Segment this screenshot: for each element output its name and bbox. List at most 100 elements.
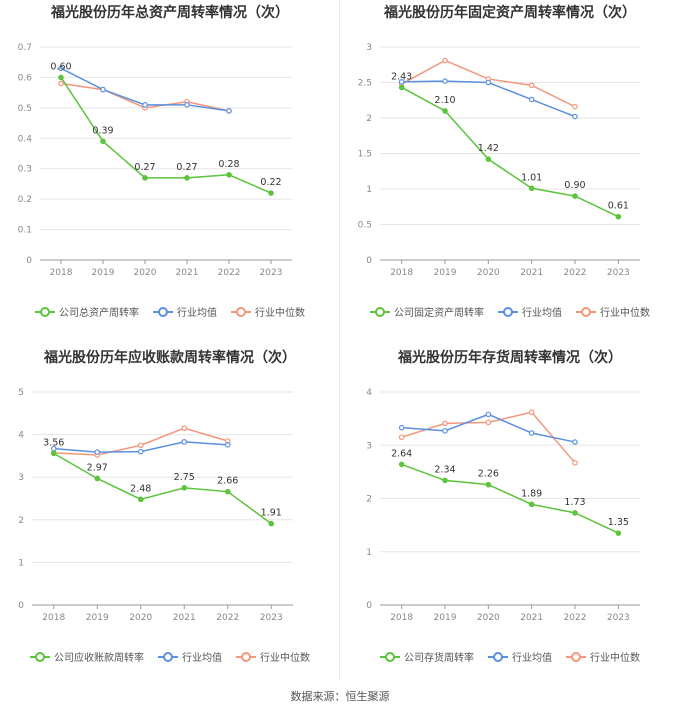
- chart-total-asset-turnover: 福光股份历年总资产周转率情况（次） 0 0.1 0.2 0.3 0.4 0.5 0.6 0.7…: [0, 0, 340, 345]
- data-point-industry_median: [528, 82, 535, 89]
- chart-legend: 公司应收账款周转率 行业均值 行业中位数: [0, 649, 340, 664]
- y-tick-label: 0.5: [358, 221, 372, 231]
- legend-swatch-company: [35, 306, 55, 317]
- y-tick-label: 3: [366, 441, 372, 451]
- x-tick-label: 2023: [607, 613, 630, 623]
- data-label: 1.91: [261, 508, 282, 519]
- y-tick-label: 4: [366, 388, 372, 398]
- chart-legend: 公司总资产周转率 行业均值 行业中位数: [0, 304, 340, 319]
- chart-fixed-asset-turnover: 福光股份历年固定资产周转率情况（次） 0 0.5 1 1.5 2 2.5 3 2018 2019…: [340, 0, 680, 345]
- legend-swatch-company: [380, 651, 400, 662]
- x-tick-label: 2018: [390, 613, 413, 623]
- x-tick-label: 2020: [477, 613, 500, 623]
- legend-item-company[interactable]: 公司固定资产周转率: [370, 304, 484, 319]
- data-label: 2.66: [217, 476, 238, 487]
- x-tick-label: 2022: [216, 613, 239, 623]
- legend-item-industry-median[interactable]: 行业中位数: [576, 304, 650, 319]
- x-tick-label: 2019: [92, 268, 115, 278]
- legend-item-industry-median[interactable]: 行业中位数: [236, 649, 310, 664]
- data-point-industry_avg: [142, 102, 148, 108]
- legend-label: 公司总资产周转率: [59, 308, 139, 319]
- legend-item-industry-avg[interactable]: 行业均值: [498, 304, 562, 319]
- x-tick-label: 2021: [176, 268, 199, 278]
- data-point-company: [398, 84, 405, 91]
- data-label: 2.75: [174, 472, 195, 483]
- y-tick-label: 4: [18, 431, 24, 441]
- x-tick-label: 2021: [520, 613, 543, 623]
- data-point-industry_avg: [58, 65, 64, 72]
- y-tick-label: 0: [366, 601, 372, 611]
- y-tick-label: 0.4: [18, 134, 33, 144]
- data-point-industry_avg: [572, 439, 578, 445]
- data-label: 0.39: [92, 125, 113, 136]
- x-tick-label: 2019: [434, 613, 457, 623]
- data-point-company: [226, 172, 232, 178]
- legend-item-industry-median[interactable]: 行业中位数: [231, 304, 305, 319]
- chart-legend: 公司固定资产周转率 行业均值 行业中位数: [340, 304, 680, 319]
- legend-label: 公司固定资产周转率: [394, 308, 484, 319]
- data-source-footer: 数据来源：恒生聚源: [290, 690, 390, 703]
- y-tick-label: 3: [18, 473, 24, 483]
- legend-label: 行业均值: [182, 653, 222, 664]
- legend-item-company[interactable]: 公司存货周转率: [380, 649, 474, 664]
- x-tick-label: 2020: [134, 268, 157, 278]
- y-tick-label: 0: [366, 256, 372, 266]
- data-point-company: [137, 496, 144, 503]
- data-label: 0.60: [50, 61, 71, 72]
- data-point-company: [100, 138, 106, 145]
- x-tick-label: 2022: [564, 268, 587, 278]
- legend-item-industry-avg[interactable]: 行业均值: [488, 649, 552, 664]
- data-point-industry_avg: [100, 86, 106, 93]
- data-label: 0.61: [608, 201, 629, 212]
- data-point-industry_avg: [572, 113, 578, 120]
- data-point-industry_median: [485, 419, 492, 426]
- x-tick-label: 2020: [477, 268, 500, 278]
- data-label: 1.35: [608, 517, 629, 528]
- y-tick-label: 1: [18, 558, 24, 568]
- x-tick-label: 2023: [607, 268, 630, 278]
- data-label: 0.27: [176, 162, 197, 173]
- legend-item-industry-avg[interactable]: 行业均值: [158, 649, 222, 664]
- data-point-industry_avg: [184, 102, 190, 108]
- legend-label: 行业均值: [522, 308, 562, 319]
- data-label: 2.97: [87, 462, 108, 473]
- data-label: 0.28: [218, 159, 239, 170]
- legend-label: 行业均值: [512, 653, 552, 664]
- legend-swatch-industry-avg: [488, 651, 508, 662]
- data-label: 0.27: [134, 162, 155, 173]
- data-point-company: [50, 450, 57, 457]
- y-tick-label: 0.1: [18, 226, 32, 236]
- data-point-company: [442, 108, 448, 114]
- data-point-company: [572, 193, 578, 199]
- data-point-company: [268, 520, 275, 527]
- data-point-industry_median: [442, 57, 448, 64]
- x-tick-label: 2021: [520, 268, 543, 278]
- y-tick-label: 2: [366, 495, 372, 505]
- y-tick-label: 3: [366, 43, 372, 53]
- data-label: 3.56: [43, 437, 64, 448]
- y-tick-label: 0.7: [18, 43, 32, 53]
- data-point-industry_avg: [442, 428, 448, 434]
- chart-legend: 公司存货周转率 行业均值 行业中位数: [340, 649, 680, 664]
- data-point-industry_median: [137, 442, 144, 449]
- data-point-industry_avg: [442, 78, 448, 84]
- data-point-industry_avg: [485, 411, 492, 418]
- legend-item-company[interactable]: 公司总资产周转率: [35, 304, 139, 319]
- data-point-industry_avg: [485, 79, 492, 86]
- data-point-industry_avg: [181, 439, 188, 445]
- y-tick-label: 0.2: [18, 195, 32, 205]
- y-tick-label: 0: [26, 256, 32, 266]
- data-label: 2.26: [478, 469, 499, 480]
- chart-receivables-turnover: 福光股份历年应收账款周转率情况（次） 0 1 2 3 4 5 2018 2019 2020 202…: [0, 345, 340, 690]
- data-point-industry_avg: [528, 96, 535, 103]
- data-point-company: [58, 74, 64, 81]
- data-point-company: [615, 530, 622, 536]
- y-tick-label: 1.5: [358, 150, 372, 160]
- legend-item-industry-avg[interactable]: 行业均值: [153, 304, 217, 319]
- legend-item-industry-median[interactable]: 行业中位数: [566, 649, 640, 664]
- legend-item-company[interactable]: 公司应收账款周转率: [30, 649, 144, 664]
- legend-swatch-industry-median: [576, 306, 596, 317]
- x-tick-label: 2018: [42, 613, 65, 623]
- legend-swatch-company: [30, 651, 50, 662]
- legend-label: 行业中位数: [260, 653, 310, 664]
